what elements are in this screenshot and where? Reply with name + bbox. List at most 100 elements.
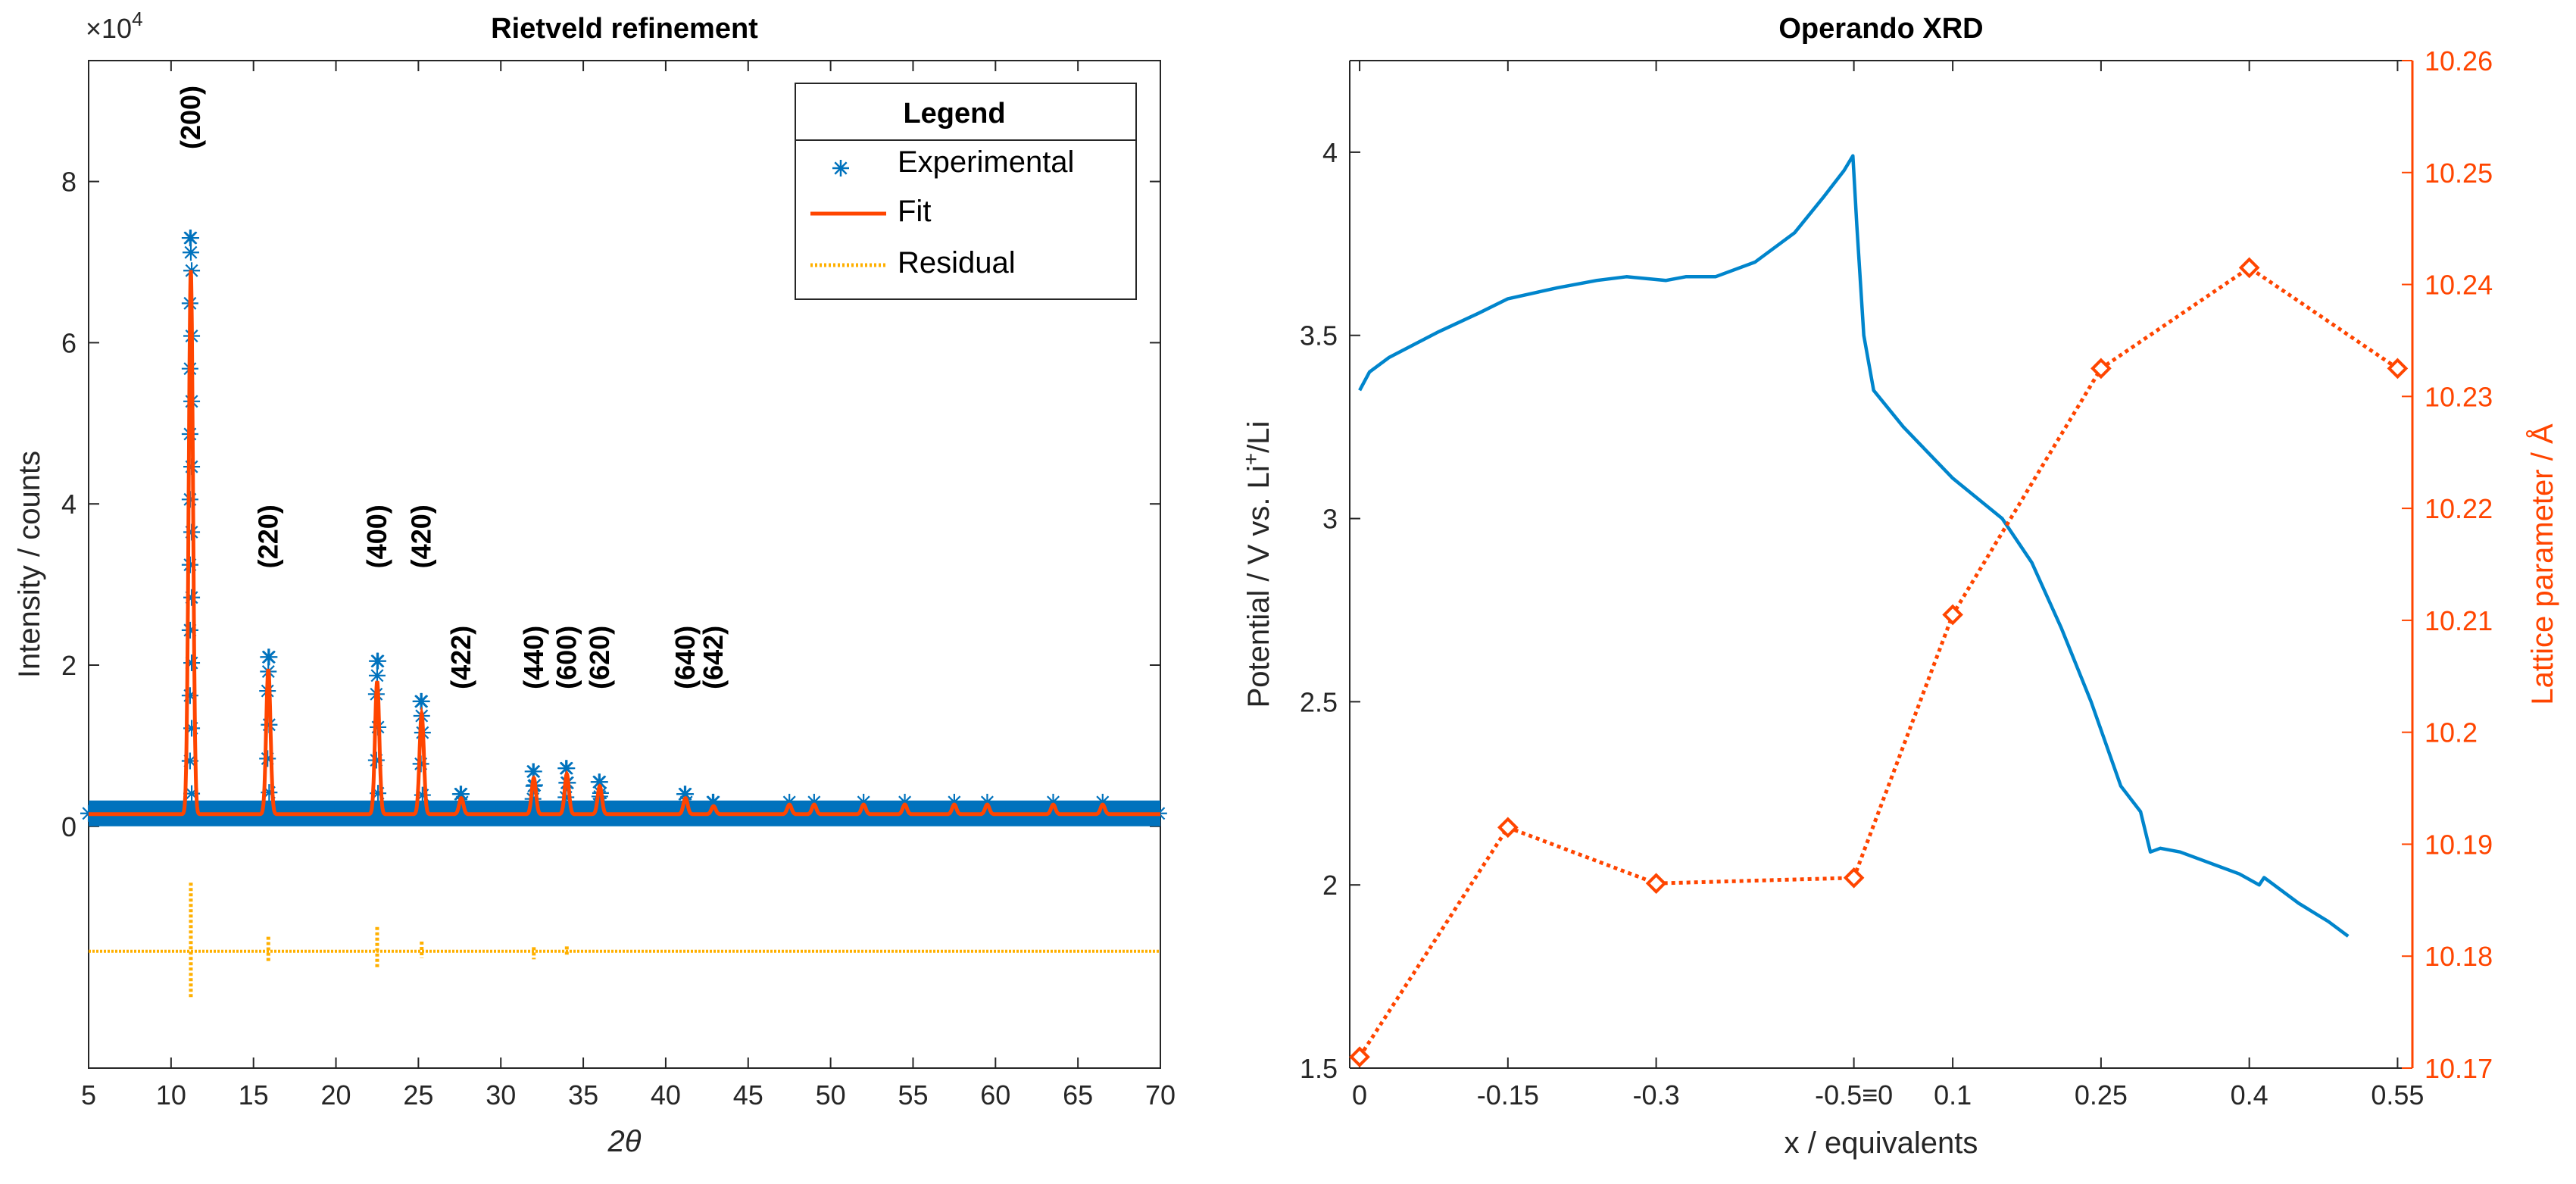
y-exponent-label: ×104: [86, 8, 143, 44]
experimental-point: [524, 790, 542, 808]
right-y-tick-label: 10.21: [2425, 605, 2493, 636]
experimental-point: [183, 654, 201, 672]
x-tick-label: 65: [1063, 1079, 1093, 1111]
chart-title: Operando XRD: [1778, 13, 1983, 45]
right-y-tick-label: 10.2: [2425, 717, 2478, 748]
experimental-point: [259, 750, 276, 767]
peak-label: (400): [361, 505, 392, 568]
experimental-point: [181, 621, 198, 639]
peak-label: (220): [252, 505, 283, 568]
x-axis-label: 2θ: [607, 1125, 642, 1158]
peak-label: (642): [698, 626, 729, 689]
x-tick-label: 55: [898, 1079, 928, 1111]
experimental-point: [1095, 804, 1113, 822]
plot-area-operando: [1350, 61, 2412, 1068]
legend-experimental-marker: [832, 160, 849, 177]
x-axis-label: x / equivalents: [1784, 1126, 1978, 1160]
x-tick-label: 35: [568, 1079, 598, 1111]
lattice-point: [1349, 1046, 1370, 1068]
experimental-point: [781, 793, 798, 811]
y-tick-label: 8: [61, 167, 76, 198]
x-tick-label: 60: [980, 1079, 1010, 1111]
residual-series: [89, 883, 1160, 1000]
x-tick-label: 0: [1352, 1079, 1367, 1111]
right-y-tick-label: 10.18: [2425, 941, 2493, 972]
y-tick-label: 2: [61, 650, 76, 681]
experimental-point: [978, 804, 995, 822]
experimental-point: [370, 785, 387, 802]
x-tick-label: 50: [816, 1079, 846, 1111]
right-y-tick-label: 10.23: [2425, 381, 2493, 412]
right-y-tick-label: 10.26: [2425, 45, 2493, 77]
experimental-point: [677, 800, 695, 817]
legend: Legend Experimental Fit Residual: [795, 83, 1137, 300]
experimental-point: [452, 786, 470, 803]
experimental-point: [259, 801, 276, 819]
experimental-point: [368, 667, 386, 684]
x-tick-label: -0.15: [1477, 1079, 1539, 1111]
left-y-tick-label: 3: [1322, 504, 1338, 535]
fit-series: [89, 270, 1160, 817]
experimental-point: [367, 801, 385, 819]
x-tick-label: 5: [81, 1079, 96, 1111]
right-y-tick-label: 10.25: [2425, 158, 2493, 189]
experimental-point: [979, 793, 996, 811]
x-tick-label: -0.3: [1633, 1079, 1680, 1111]
legend-entry: Fit: [898, 195, 931, 228]
experimental-point: [183, 720, 201, 737]
experimental-point: [945, 793, 963, 811]
experimental-point: [414, 786, 431, 804]
experimental-point: [557, 789, 575, 806]
experimental-point: [896, 804, 913, 822]
lattice-point: [1645, 873, 1667, 894]
experimental-point: [705, 808, 723, 826]
peak-label: (640): [670, 626, 701, 689]
rietveld-chart: 5 10 15 20 25 30 35 40 45 50 55 60 65 70 0 2 4 6 8 ×104 Riet…: [13, 8, 1176, 1158]
lattice-point: [2387, 358, 2409, 380]
experimental-point: [452, 800, 470, 817]
experimental-point: [559, 801, 576, 819]
experimental-point: [181, 752, 198, 770]
peak-label: (600): [551, 626, 582, 689]
experimental-point: [181, 801, 198, 819]
chart-title: Rietveld refinement: [491, 13, 758, 45]
x-tick-label: 15: [239, 1079, 269, 1111]
experimental-point: [367, 751, 385, 769]
x-tick-label: 0.1: [1934, 1079, 1972, 1111]
peak-label: (440): [518, 626, 549, 689]
experimental-point: [558, 760, 576, 777]
experimental-point: [412, 801, 429, 819]
y-tick-label: 4: [61, 489, 76, 520]
experimental-point: [591, 788, 608, 805]
experimental-point: [183, 785, 201, 802]
experimental-point: [182, 244, 199, 261]
experimental-point: [413, 692, 430, 710]
experimental-point: [805, 793, 823, 811]
right-y-tick-label: 10.24: [2425, 270, 2493, 301]
experimental-point: [592, 801, 609, 819]
peak-label: (420): [406, 505, 437, 568]
y-axis-label: Intensity / counts: [13, 451, 46, 678]
experimental-point: [896, 793, 913, 811]
experimental-point: [591, 773, 608, 791]
experimental-point: [1094, 793, 1111, 811]
left-y-tick-label: 2: [1322, 870, 1338, 901]
x-tick-label: 70: [1145, 1079, 1176, 1111]
right-y-tick-label: 10.17: [2425, 1053, 2493, 1084]
x-tick-label: 0.4: [2231, 1079, 2268, 1111]
experimental-point: [261, 784, 278, 801]
x-tick-label: 30: [486, 1079, 516, 1111]
legend-title: Legend: [903, 98, 1005, 130]
peak-label: (620): [584, 626, 615, 689]
x-tick-label: 10: [156, 1079, 186, 1111]
left-y-tick-label: 1.5: [1300, 1053, 1338, 1084]
lattice-point: [1843, 867, 1865, 889]
experimental-point: [368, 652, 386, 670]
x-tick-label: 25: [403, 1079, 433, 1111]
x-tick-label: 0.55: [2371, 1079, 2424, 1111]
left-y-tick-label: 4: [1322, 137, 1338, 168]
experimental-point: [526, 801, 543, 819]
experimental-point: [525, 763, 542, 780]
peak-label: (422): [445, 626, 476, 689]
